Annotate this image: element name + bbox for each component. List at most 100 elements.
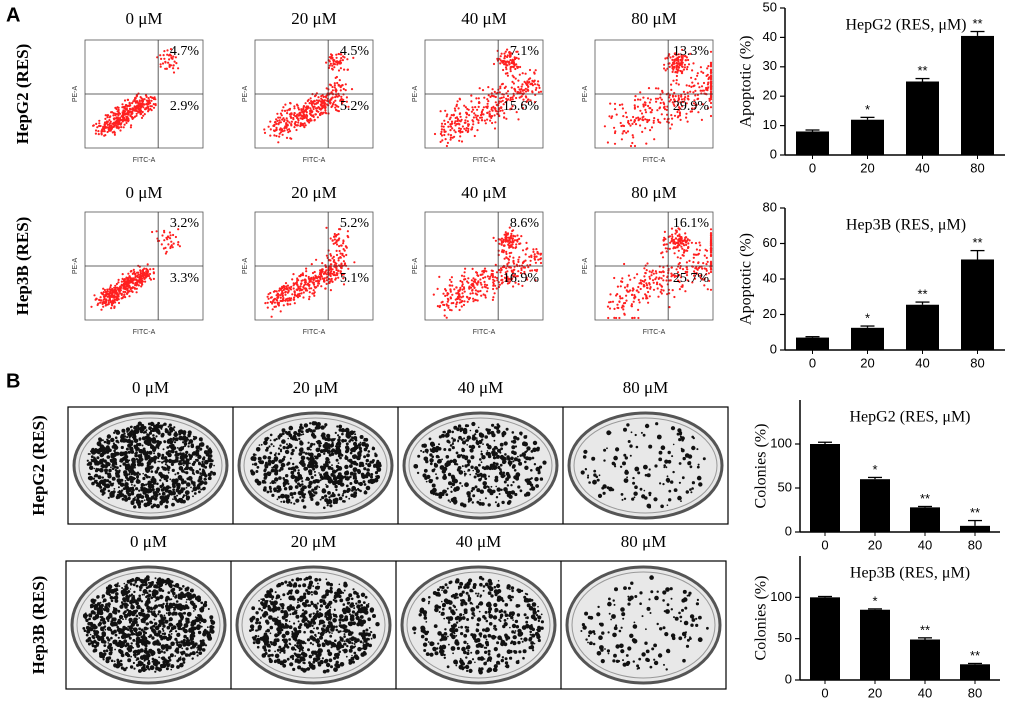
event-dot	[288, 297, 291, 300]
event-dot	[273, 134, 276, 137]
colony-dot	[296, 432, 301, 437]
event-dot	[678, 112, 682, 115]
event-dot	[677, 60, 680, 63]
event-dot	[443, 303, 446, 307]
event-dot	[276, 119, 279, 122]
event-dot	[515, 111, 518, 114]
event-dot	[652, 121, 655, 124]
colony-dot	[179, 489, 184, 494]
event-dot	[637, 291, 640, 294]
event-dot	[287, 289, 290, 292]
event-dot	[697, 82, 700, 85]
event-dot	[658, 283, 661, 286]
event-dot	[290, 297, 293, 300]
event-dot	[272, 124, 275, 127]
event-dot	[172, 55, 175, 58]
event-dot	[498, 91, 501, 94]
event-dot	[625, 299, 628, 302]
event-dot	[490, 269, 493, 272]
colony-dot	[334, 438, 336, 440]
event-dot	[511, 243, 514, 246]
event-dot	[484, 276, 487, 279]
colony-dot	[131, 488, 135, 492]
event-dot	[504, 238, 507, 241]
event-dot	[709, 85, 713, 88]
colony-dot	[161, 482, 164, 485]
event-dot	[350, 88, 354, 91]
colony-dot	[179, 456, 182, 460]
event-dot	[483, 283, 487, 286]
event-dot	[117, 106, 120, 109]
event-dot	[662, 239, 665, 242]
event-dot	[524, 87, 527, 90]
event-dot	[699, 277, 703, 280]
event-dot	[706, 73, 709, 76]
event-dot	[331, 68, 334, 71]
colony-dot	[119, 451, 124, 456]
colony-dot	[112, 442, 115, 445]
colony-dot	[288, 425, 294, 431]
event-dot	[669, 241, 672, 244]
event-dot	[140, 279, 143, 282]
event-dot	[498, 268, 501, 272]
event-dot	[155, 230, 158, 233]
event-dot	[671, 235, 674, 238]
colony-dot	[361, 441, 366, 447]
event-dot	[525, 241, 528, 244]
event-dot	[468, 286, 471, 289]
event-dot	[328, 64, 331, 67]
event-dot	[645, 284, 649, 287]
event-dot	[169, 246, 172, 250]
event-dot	[100, 299, 103, 302]
event-dot	[461, 284, 464, 288]
event-dot	[649, 129, 652, 132]
event-dot	[313, 105, 316, 108]
event-dot	[337, 269, 340, 272]
colony-dot	[305, 428, 310, 433]
event-dot	[689, 90, 692, 93]
flow-plot	[84, 211, 204, 321]
event-dot	[646, 297, 649, 300]
event-dot	[293, 290, 296, 293]
colony-dot	[102, 489, 105, 492]
event-dot	[520, 85, 523, 88]
colony-dot	[198, 491, 201, 493]
event-dot	[695, 248, 699, 251]
colony-dot	[365, 447, 368, 450]
event-dot	[315, 258, 318, 261]
event-dot	[101, 301, 104, 304]
colony-dot	[140, 500, 144, 503]
dose-label: 80 μM	[631, 9, 676, 28]
event-dot	[686, 249, 689, 252]
event-dot	[517, 270, 520, 273]
event-dot	[121, 273, 124, 276]
event-dot	[660, 285, 664, 288]
event-dot	[460, 305, 463, 308]
event-dot	[639, 281, 642, 284]
colony-dot	[302, 496, 305, 499]
colony-dot	[113, 465, 117, 469]
colony-dot	[138, 460, 141, 463]
event-dot	[490, 115, 493, 118]
event-dot	[687, 245, 690, 249]
event-dot	[308, 277, 311, 281]
event-dot	[476, 114, 479, 117]
event-dot	[294, 123, 297, 126]
event-dot	[672, 247, 675, 250]
event-dot	[307, 98, 310, 101]
colony-dot	[337, 434, 340, 437]
colony-dot	[297, 471, 300, 475]
colony-dot	[264, 475, 268, 479]
colony-dot	[308, 480, 313, 486]
colony-dot	[320, 466, 326, 472]
event-dot	[275, 122, 278, 125]
event-dot	[279, 299, 282, 302]
event-dot	[334, 96, 337, 99]
event-dot	[622, 124, 626, 128]
event-dot	[141, 269, 144, 272]
colony-dot	[269, 487, 272, 490]
colony-dot	[360, 472, 365, 477]
event-dot	[313, 95, 317, 98]
event-dot	[264, 302, 267, 305]
event-dot	[297, 121, 300, 124]
